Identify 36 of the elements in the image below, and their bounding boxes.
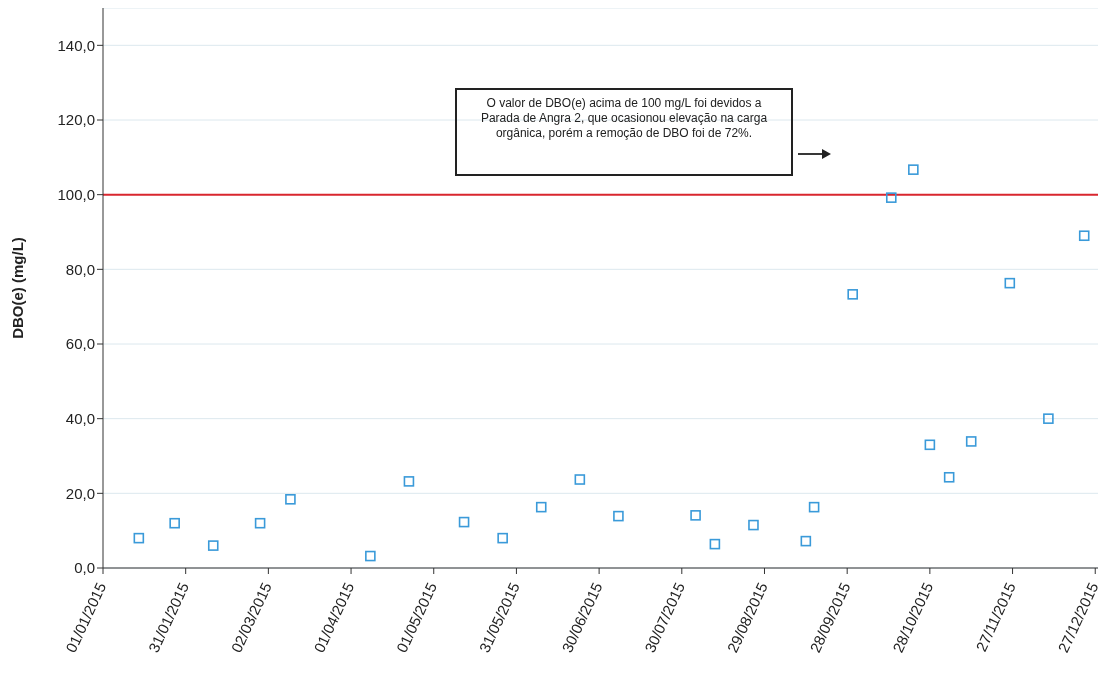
point bbox=[800, 535, 812, 547]
point bbox=[1004, 277, 1016, 289]
point bbox=[169, 517, 180, 529]
y-tick-label: 120,0 bbox=[57, 111, 95, 129]
point bbox=[1043, 413, 1054, 424]
y-tick-label: 20,0 bbox=[65, 484, 95, 502]
point bbox=[709, 538, 721, 550]
point bbox=[574, 474, 586, 485]
point bbox=[690, 510, 701, 521]
y-tick-label: 80,0 bbox=[65, 260, 95, 278]
y-tick-label: 0,0 bbox=[74, 559, 95, 577]
point bbox=[748, 519, 759, 531]
point bbox=[207, 540, 219, 551]
point bbox=[285, 494, 296, 505]
y-tick-label: 140,0 bbox=[57, 36, 95, 54]
point bbox=[133, 532, 145, 544]
point bbox=[808, 501, 820, 513]
point bbox=[908, 164, 919, 175]
point bbox=[535, 501, 547, 513]
point bbox=[254, 517, 266, 529]
point bbox=[613, 510, 624, 522]
y-tick-label: 60,0 bbox=[65, 335, 95, 353]
point bbox=[1078, 230, 1090, 242]
point bbox=[924, 439, 936, 451]
point bbox=[497, 532, 508, 544]
callout-box: O valor de DBO(e) acima de 100 mg/L foi devidos a Parada de Angra 2, que ocasionou elevação na carga orgânica, porém a remoção de DBO foi de 72%. bbox=[455, 88, 793, 176]
y-tick-label: 100,0 bbox=[57, 185, 95, 203]
point bbox=[365, 550, 376, 562]
y-tick-label: 40,0 bbox=[65, 409, 95, 427]
point bbox=[403, 476, 415, 487]
point bbox=[943, 471, 955, 483]
point bbox=[847, 289, 858, 300]
point bbox=[885, 192, 897, 203]
point bbox=[965, 436, 977, 447]
point bbox=[458, 516, 470, 528]
y-axis-title: DBO(e) (mg/L) bbox=[9, 237, 27, 339]
